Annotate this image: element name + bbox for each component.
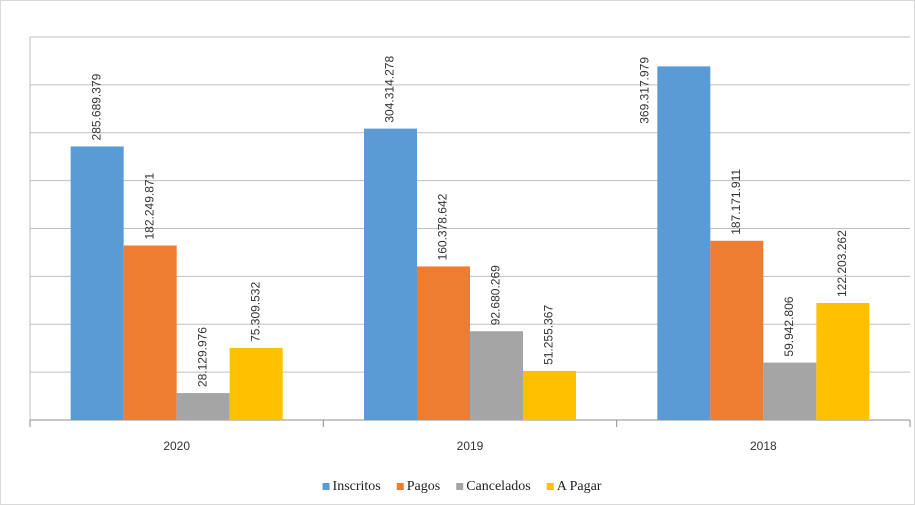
legend-label: Pagos <box>407 479 440 494</box>
data-label: 182.249.871 <box>142 172 156 239</box>
data-label: 285.689.379 <box>89 73 103 140</box>
bar <box>816 302 870 420</box>
data-label: 59.942.806 <box>782 296 796 356</box>
legend-swatch <box>396 483 404 490</box>
data-label: 51.255.367 <box>542 305 556 365</box>
bar <box>364 128 417 420</box>
bar <box>523 370 576 420</box>
x-tick-label: 2019 <box>457 439 484 453</box>
bar <box>229 347 283 420</box>
data-label: 75.309.532 <box>248 282 262 342</box>
legend-swatch <box>546 483 554 490</box>
data-label: 187.171.911 <box>729 169 743 235</box>
legend-label: Inscritos <box>333 479 381 494</box>
data-label: 122.203.262 <box>835 230 849 297</box>
legend-label: Cancelados <box>466 479 531 494</box>
bar <box>176 393 230 420</box>
bar <box>763 362 817 420</box>
x-tick-label: 2018 <box>750 439 777 453</box>
bar <box>70 146 124 420</box>
data-label: 160.378.642 <box>436 193 450 260</box>
data-label: 92.680.269 <box>489 265 503 325</box>
legend-swatch <box>322 483 330 490</box>
data-label: 369.317.979 <box>638 57 652 124</box>
legend: Inscritos Pagos Cancelados A Pagar <box>322 479 602 494</box>
bar <box>710 240 764 420</box>
legend-swatch <box>456 483 464 490</box>
data-label: 304.314.278 <box>383 56 397 123</box>
bar <box>123 245 177 420</box>
bar <box>417 266 470 420</box>
bar <box>470 331 523 420</box>
data-label: 28.129.976 <box>195 327 209 387</box>
bar <box>657 66 711 420</box>
x-tick-label: 2020 <box>163 439 190 453</box>
legend-label: A Pagar <box>557 479 602 494</box>
